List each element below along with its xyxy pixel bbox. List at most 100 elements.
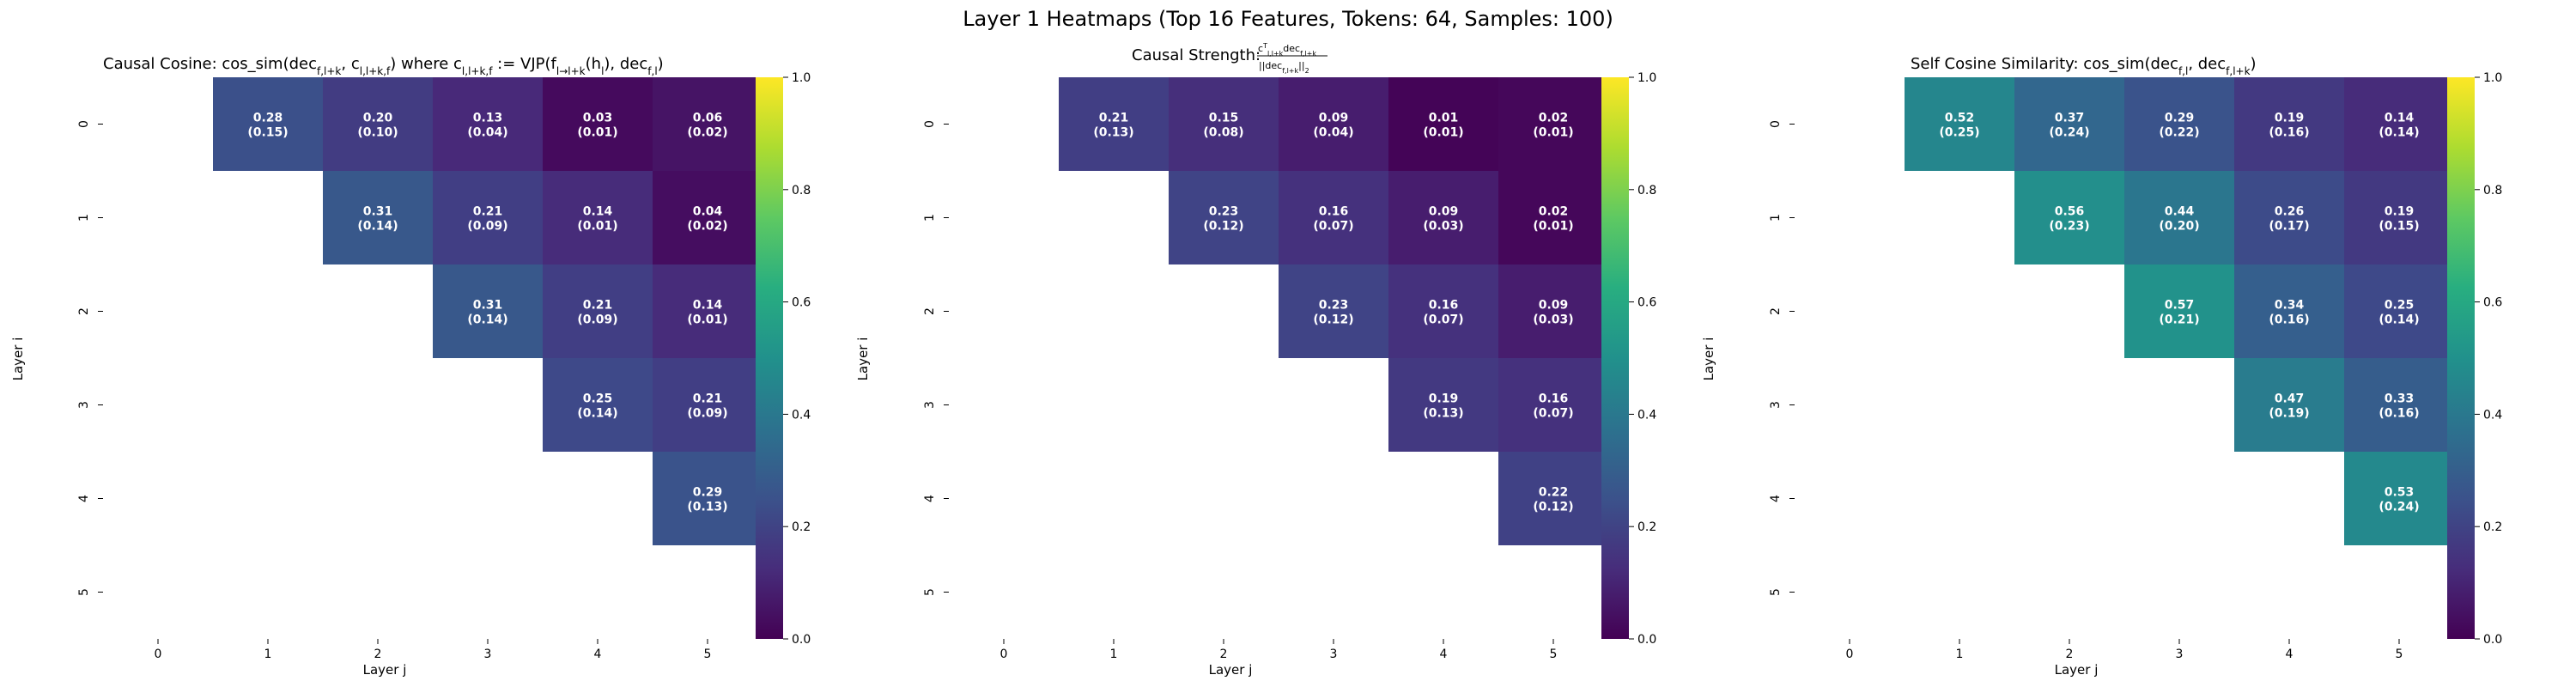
svg-text:||decf,l+k||2: ||decf,l+k||2 (1259, 60, 1309, 75)
cell-std-label: (0.01) (1533, 126, 1573, 140)
x-tick-label: 1 (1110, 647, 1118, 661)
x-axis-ticks: 0 1 2 3 4 5 (1000, 639, 1557, 661)
colorbar-tick-label: 0.2 (792, 520, 811, 534)
y-axis-label: Layer i (10, 337, 26, 381)
cell-value-label: 0.09 (1319, 112, 1349, 125)
cell-value-label: 0.31 (363, 205, 393, 219)
heatmap-cell-0-5 (1498, 77, 1608, 171)
cell-value-label: 0.14 (693, 299, 723, 313)
colorbar: 0.0 0.2 0.4 0.6 0.8 1.0 (2447, 71, 2502, 647)
colorbar-tick-label: 0.4 (2483, 408, 2502, 422)
cell-std-label: (0.07) (1423, 313, 1463, 327)
cell-std-label: (0.07) (1313, 220, 1353, 234)
colorbar-tick-label: 0.0 (2483, 633, 2502, 647)
cell-value-label: 0.25 (583, 392, 613, 406)
heatmap-cell-1-2 (323, 171, 433, 264)
x-tick-label: 5 (2396, 647, 2403, 661)
cell-value-label: 0.16 (1319, 205, 1349, 219)
x-tick-label: 5 (704, 647, 712, 661)
cell-value-label: 0.19 (2275, 112, 2305, 125)
cell-std-label: (0.13) (1423, 407, 1463, 421)
x-tick-label: 4 (2286, 647, 2293, 661)
cell-value-label: 0.02 (1539, 205, 1569, 219)
colorbar-tick-label: 0.0 (792, 633, 811, 647)
heatmap-cell-2-3 (433, 264, 543, 358)
cell-value-label: 0.56 (2055, 205, 2085, 219)
figure-suptitle: Layer 1 Heatmaps (Top 16 Features, Token… (963, 7, 1613, 31)
cell-std-label: (0.02) (687, 220, 727, 234)
heatmap-cell-0-1 (1905, 77, 2014, 171)
cell-std-label: (0.12) (1313, 313, 1353, 327)
colorbar-tick-label: 0.4 (1637, 408, 1656, 422)
cell-value-label: 0.31 (473, 299, 503, 313)
x-tick-label: 0 (155, 647, 162, 661)
heatmap-cell-0-3 (2124, 77, 2234, 171)
heatmap-cell-3-4 (1388, 358, 1498, 452)
cell-std-label: (0.01) (687, 313, 727, 327)
cell-value-label: 0.09 (1539, 299, 1569, 313)
cell-std-label: (0.01) (1533, 220, 1573, 234)
x-axis-ticks: 0 1 2 3 4 5 (155, 639, 712, 661)
cell-value-label: 0.28 (253, 112, 283, 125)
cell-value-label: 0.15 (1209, 112, 1239, 125)
y-axis-label: Layer i (855, 337, 871, 381)
x-axis-label: Layer j (2055, 662, 2099, 678)
y-axis-ticks: 0 1 2 3 4 5 (923, 120, 949, 596)
heatmap-cell-0-2 (1169, 77, 1279, 171)
heatmap-cell-0-4 (2234, 77, 2344, 171)
cell-std-label: (0.15) (2379, 220, 2419, 234)
cell-value-label: 0.29 (693, 486, 723, 500)
cell-value-label: 0.57 (2165, 299, 2195, 313)
x-tick-label: 2 (2066, 647, 2074, 661)
x-axis-ticks: 0 1 2 3 4 5 (1846, 639, 2403, 661)
heatmap-cell-2-4 (1388, 264, 1498, 358)
cell-value-label: 0.06 (693, 112, 723, 125)
cell-value-label: 0.14 (583, 205, 613, 219)
cell-value-label: 0.19 (1429, 392, 1459, 406)
cell-value-label: 0.26 (2275, 205, 2305, 219)
title-fraction: cTl,l+kdecf,l+k ||decf,l+k||2 (1257, 42, 1327, 75)
colorbar-tick-label: 0.2 (2483, 520, 2502, 534)
cell-std-label: (0.23) (2049, 220, 2089, 234)
panel-causal-cosine: Causal Cosine: cos_sim(decf,l+k, cl,l+k,… (10, 55, 811, 678)
cell-std-label: (0.13) (687, 501, 727, 514)
cell-std-label: (0.24) (2379, 501, 2419, 514)
colorbar-tick-label: 1.0 (2483, 71, 2502, 85)
cell-value-label: 0.34 (2275, 299, 2305, 313)
colorbar-gradient (756, 77, 783, 639)
cell-std-label: (0.22) (2159, 126, 2199, 140)
cell-std-label: (0.13) (1093, 126, 1133, 140)
heatmap-cell-0-1 (213, 77, 323, 171)
cell-std-label: (0.16) (2269, 126, 2309, 140)
y-tick-label: 3 (923, 401, 937, 409)
y-tick-label: 3 (1769, 401, 1783, 409)
y-tick-label: 4 (1769, 495, 1783, 502)
colorbar-tick-label: 0.8 (1637, 184, 1656, 198)
colorbar-tick-label: 1.0 (1637, 71, 1656, 85)
heatmap-cell-3-4 (2234, 358, 2344, 452)
y-tick-label: 2 (923, 307, 937, 315)
heatmap-cells: 0.52(0.25)0.37(0.24)0.29(0.22)0.19(0.16)… (1905, 77, 2454, 545)
colorbar-tick-label: 0.4 (792, 408, 811, 422)
cell-std-label: (0.09) (687, 407, 727, 421)
x-tick-label: 3 (2176, 647, 2184, 661)
y-tick-label: 5 (77, 588, 91, 596)
y-tick-label: 0 (77, 120, 91, 128)
x-tick-label: 3 (1330, 647, 1338, 661)
cell-std-label: (0.14) (357, 220, 398, 234)
y-tick-label: 0 (1769, 120, 1783, 128)
y-tick-label: 4 (923, 495, 937, 502)
cell-std-label: (0.20) (2159, 220, 2199, 234)
cell-value-label: 0.25 (2385, 299, 2415, 313)
cell-value-label: 0.37 (2055, 112, 2085, 125)
cell-value-label: 0.13 (473, 112, 503, 125)
panel-title: Self Cosine Similarity: cos_sim(decf,l, … (1911, 55, 2257, 77)
heatmap-cell-0-5 (2344, 77, 2454, 171)
heatmap-cell-1-5 (653, 171, 762, 264)
heatmap-cell-4-5 (653, 452, 762, 545)
cell-value-label: 0.16 (1429, 299, 1459, 313)
cell-value-label: 0.02 (1539, 112, 1569, 125)
heatmap-cell-3-4 (543, 358, 653, 452)
cell-std-label: (0.14) (2379, 126, 2419, 140)
panel-title: Causal Cosine: cos_sim(decf,l+k, cl,l+k,… (103, 55, 664, 77)
